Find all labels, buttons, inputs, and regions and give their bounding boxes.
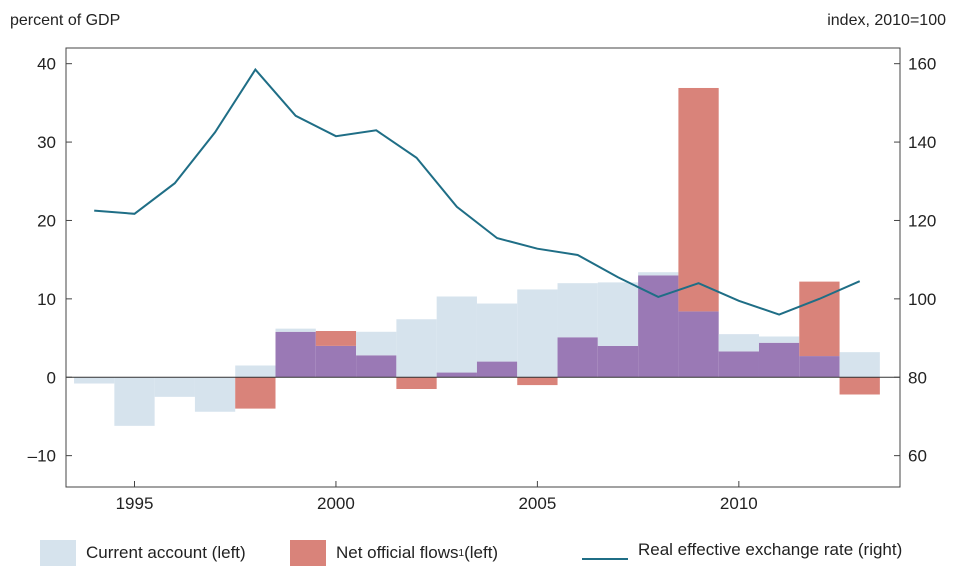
bar-current-account (396, 319, 437, 378)
left-tick-label: 30 (37, 133, 56, 152)
bar-net-official-flows (839, 377, 880, 395)
bar-current-account (235, 365, 276, 378)
legend-label-net-official-suffix: (left) (464, 543, 499, 562)
right-tick-label: 60 (908, 447, 927, 466)
bar-overlap (436, 372, 477, 378)
bar-overlap (597, 345, 639, 378)
bar-current-account (154, 377, 195, 397)
bar-current-account (194, 377, 236, 412)
bar-overlap (799, 356, 840, 378)
bar-current-account (476, 303, 518, 362)
bar-net-official-flows (517, 377, 558, 386)
legend-swatch-reer (582, 558, 628, 560)
x-tick-label: 2010 (720, 494, 758, 513)
bar-overlap (758, 342, 800, 378)
left-tick-label: 0 (47, 368, 56, 387)
left-tick-label: 40 (37, 55, 56, 74)
bar-overlap (557, 337, 598, 378)
bar-current-account (839, 352, 880, 378)
right-tick-label: 80 (908, 368, 927, 387)
bar-overlap (356, 355, 397, 378)
legend-swatch-current-account (40, 540, 76, 566)
bar-current-account (114, 377, 155, 426)
bar-current-account (275, 328, 316, 332)
bar-overlap (315, 345, 357, 378)
bar-current-account (638, 272, 679, 276)
bar-net-official-flows (235, 377, 276, 409)
bar-net-official-flows (396, 377, 437, 390)
bar-current-account (356, 331, 397, 356)
bar-net-official-flows (678, 87, 719, 312)
left-tick-label: 20 (37, 211, 56, 230)
reer-line (94, 67, 861, 316)
legend-item-current-account: Current account (left) (40, 540, 246, 566)
x-tick-label: 1995 (116, 494, 154, 513)
x-tick-label: 2000 (317, 494, 355, 513)
legend-label-net-official-flows: Net official flows (336, 543, 459, 562)
bar-overlap (678, 311, 719, 378)
left-tick-label: 10 (37, 290, 56, 309)
bar-current-account (436, 296, 477, 373)
left-tick-label: –10 (28, 447, 56, 466)
bar-net-official-flows (315, 330, 357, 346)
legend-footnote-marker: 1 (458, 547, 465, 559)
bar-overlap (275, 331, 316, 378)
plot-frame (65, 47, 901, 488)
right-axis-unit-label: index, 2010=100 (827, 12, 946, 29)
legend-swatch-net-official-flows (290, 540, 326, 566)
chart-legend: Current account (left) Net official flow… (40, 540, 940, 570)
legend-item-reer: Real effective exchange rate (right) (582, 540, 902, 560)
bar-current-account (74, 377, 115, 384)
right-tick-label: 100 (908, 290, 936, 309)
right-tick-label: 120 (908, 211, 936, 230)
bar-current-account (597, 282, 639, 346)
right-tick-label: 140 (908, 133, 936, 152)
x-tick-label: 2005 (518, 494, 556, 513)
bar-overlap (476, 361, 518, 378)
legend-item-net-official-flows: Net official flows 1 (left) (290, 540, 498, 566)
left-axis-unit-label: percent of GDP (10, 12, 121, 29)
bar-current-account (718, 334, 759, 352)
bar-current-account (758, 336, 800, 343)
bar-overlap (718, 351, 759, 378)
bar-current-account (557, 283, 598, 338)
right-tick-label: 160 (908, 55, 936, 74)
legend-label-reer: Real effective exchange rate (right) (638, 540, 903, 559)
legend-label-current-account: Current account (left) (86, 543, 246, 562)
bar-current-account (517, 289, 558, 378)
